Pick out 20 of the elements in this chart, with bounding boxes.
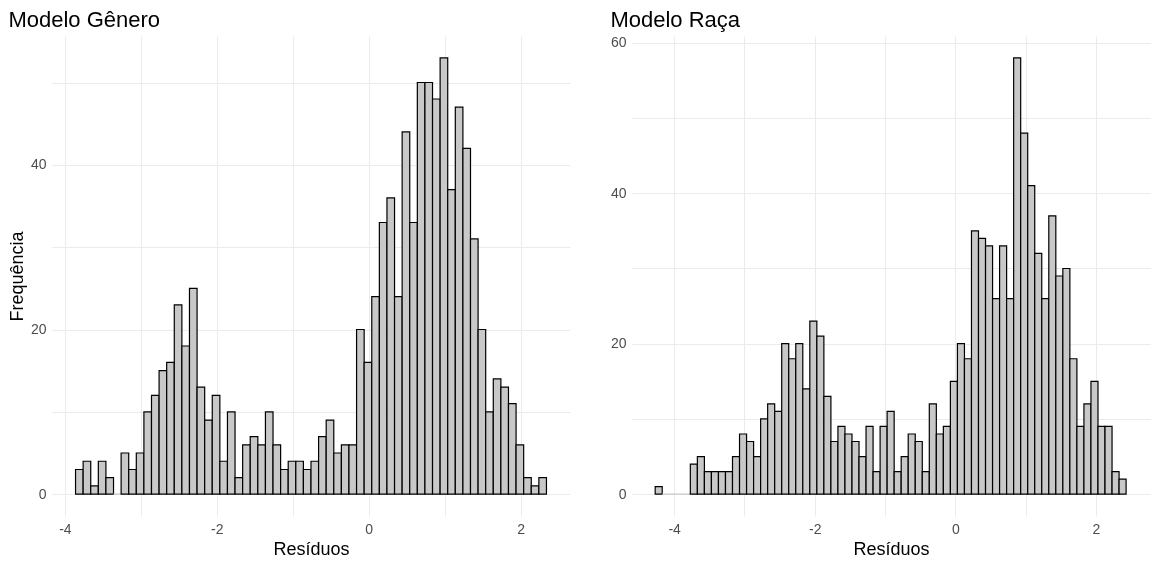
x-tick-label: -2 [211,520,224,537]
x-axis-title: Resíduos [273,538,350,559]
y-tick-label: 40 [30,156,47,173]
y-tick-label: 0 [618,485,627,502]
x-tick-label: 2 [1092,520,1101,537]
x-tick-label: -2 [809,520,822,537]
x-axis-title: Resíduos [853,538,930,559]
x-tick-label: -4 [668,520,682,537]
y-tick-label: 20 [30,321,47,338]
y-tick-label: 60 [610,34,627,51]
y-tick-label: 0 [38,485,47,502]
y-axis-title: Frequência [6,230,27,322]
y-tick-label: 20 [610,335,627,352]
x-tick-label: 2 [517,520,526,537]
x-tick-label: -4 [59,520,72,537]
chart-title: Modelo Raça [610,6,741,32]
x-tick-label: 0 [365,520,374,537]
y-tick-label: 40 [610,184,627,201]
x-tick-label: 0 [951,520,960,537]
chart-title: Modelo Gênero [8,7,161,32]
